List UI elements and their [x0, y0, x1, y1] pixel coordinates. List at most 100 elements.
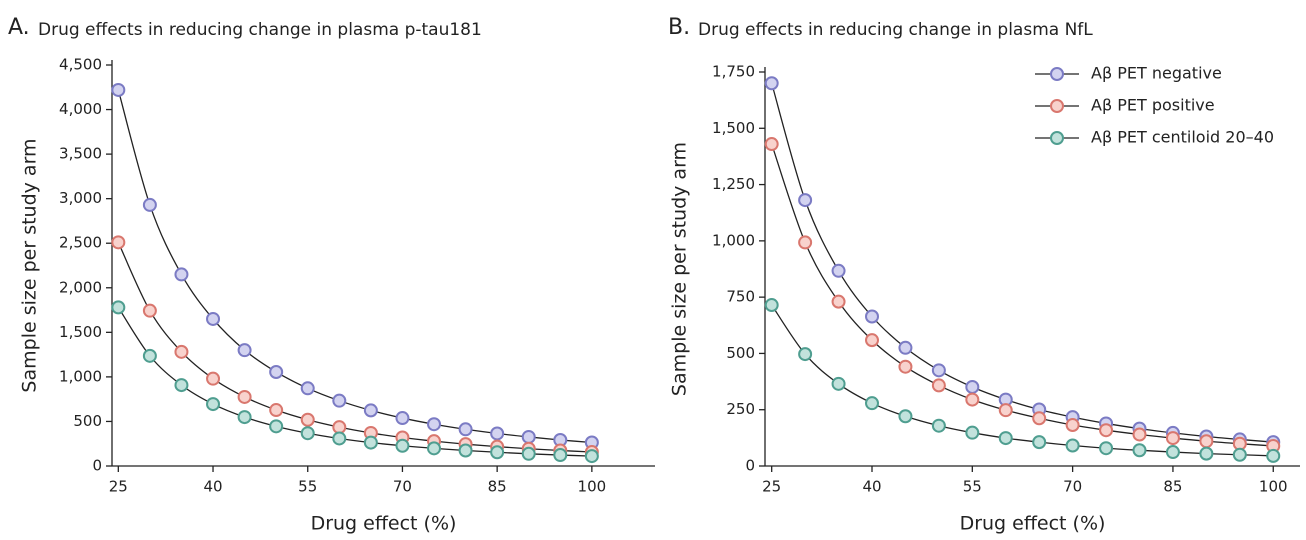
data-point: [1099, 423, 1114, 438]
y-axis-label: Sample size per study arm: [669, 142, 691, 396]
data-point: [1099, 441, 1114, 456]
x-axis-label: Drug effect (%): [960, 513, 1106, 535]
panel-label: A.: [8, 15, 30, 40]
data-point: [142, 197, 157, 212]
data-point: [521, 429, 536, 444]
x-tick-label: 70: [1063, 478, 1082, 496]
data-point: [142, 303, 157, 318]
data-point: [898, 409, 913, 424]
legend-label: Aβ PET centiloid 20–40: [1091, 128, 1274, 147]
y-tick-label: 1,000: [59, 367, 102, 385]
data-point: [1032, 435, 1047, 450]
data-point: [831, 376, 846, 391]
data-point: [1032, 411, 1047, 426]
data-point: [965, 379, 980, 394]
data-point: [300, 381, 315, 396]
y-tick-label: 1,000: [712, 231, 755, 249]
data-point: [142, 348, 157, 363]
data-point: [237, 389, 252, 404]
data-point: [798, 193, 813, 208]
y-tick-label: 500: [726, 344, 755, 362]
data-point: [798, 235, 813, 250]
data-point: [898, 359, 913, 374]
data-point: [111, 82, 126, 97]
x-tick-label: 40: [862, 478, 881, 496]
x-tick-label: 25: [109, 478, 128, 496]
data-point: [300, 412, 315, 427]
data-point: [332, 431, 347, 446]
data-point: [237, 343, 252, 358]
data-point: [269, 364, 284, 379]
series-line: [117, 89, 592, 444]
data-point: [300, 426, 315, 441]
data-point: [965, 392, 980, 407]
data-point: [237, 410, 252, 425]
data-point: [1199, 446, 1214, 461]
data-point: [865, 309, 879, 324]
y-tick-label: 2,500: [59, 234, 102, 252]
data-point: [174, 344, 189, 359]
chart-title: Drug effects in reducing change in plasm…: [38, 20, 482, 40]
y-tick-label: 1,750: [712, 63, 755, 81]
legend-marker: [1050, 99, 1064, 113]
series-line: [771, 143, 1274, 447]
y-tick-label: 3,000: [59, 189, 102, 207]
data-point: [490, 426, 505, 441]
x-tick-label: 85: [488, 478, 507, 496]
series-line: [117, 242, 592, 453]
data-point: [1232, 447, 1247, 462]
data-point: [206, 397, 221, 412]
y-axis-label: Sample size per study arm: [19, 138, 41, 392]
data-point: [584, 449, 599, 464]
data-point: [998, 403, 1013, 418]
data-point: [553, 448, 568, 463]
y-tick-label: 1,250: [712, 175, 755, 193]
data-point: [931, 363, 946, 378]
data-point: [206, 371, 221, 386]
y-tick-label: 0: [92, 457, 102, 475]
x-tick-label: 40: [203, 478, 222, 496]
data-point: [269, 419, 284, 434]
data-point: [1065, 438, 1080, 453]
y-tick-label: 1,500: [59, 323, 102, 341]
data-point: [798, 347, 813, 362]
data-point: [269, 403, 284, 418]
data-point: [965, 425, 980, 440]
x-tick-label: 85: [1163, 478, 1182, 496]
data-point: [111, 235, 126, 250]
x-tick-label: 100: [1259, 478, 1288, 496]
data-point: [898, 340, 913, 355]
y-tick-label: 0: [745, 457, 755, 475]
y-tick-label: 1,500: [712, 119, 755, 137]
data-point: [111, 300, 126, 315]
data-point: [206, 311, 221, 326]
series-line: [771, 304, 1274, 457]
x-tick-label: 70: [393, 478, 412, 496]
data-point: [363, 403, 378, 418]
data-point: [395, 411, 410, 426]
y-tick-label: 3,500: [59, 145, 102, 163]
y-tick-label: 2,000: [59, 278, 102, 296]
x-axis-label: Drug effect (%): [311, 513, 457, 535]
data-point: [831, 263, 846, 278]
data-point: [1132, 443, 1147, 458]
data-point: [931, 418, 946, 433]
panel-label: B.: [668, 15, 690, 40]
x-tick-label: 55: [963, 478, 982, 496]
legend-label: Aβ PET negative: [1091, 64, 1222, 83]
data-point: [1199, 434, 1214, 449]
data-point: [490, 445, 505, 460]
data-point: [1065, 418, 1080, 433]
data-point: [458, 422, 473, 437]
y-tick-label: 750: [726, 288, 755, 306]
y-tick-label: 250: [726, 400, 755, 418]
data-point: [332, 393, 347, 408]
y-tick-label: 4,500: [59, 56, 102, 74]
data-point: [1132, 427, 1147, 442]
data-point: [931, 378, 946, 393]
x-tick-label: 55: [298, 478, 317, 496]
data-point: [998, 431, 1013, 446]
data-point: [1266, 448, 1281, 463]
data-point: [395, 438, 410, 453]
